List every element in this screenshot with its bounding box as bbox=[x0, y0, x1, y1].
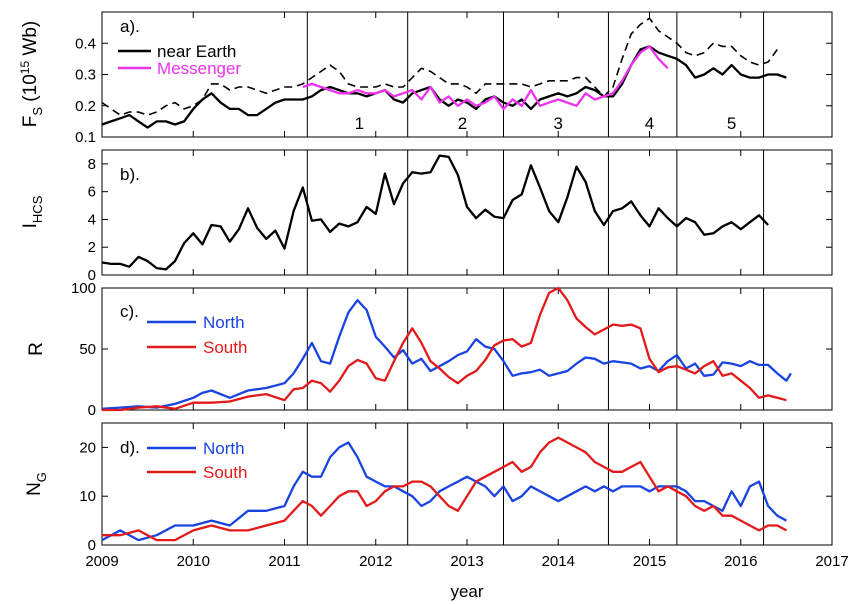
panel-a-legend: near Earth Messenger bbox=[118, 42, 241, 78]
svg-text:IHCS: IHCS bbox=[20, 195, 45, 228]
panel-a: a). FS (1015 Wb) near Earth Messenger bbox=[18, 11, 833, 138]
series-line-north bbox=[101, 441, 787, 542]
interval-label: 4 bbox=[645, 114, 654, 133]
x-tick-label: 2012 bbox=[359, 553, 392, 570]
panel-d-tag: d). bbox=[120, 438, 140, 457]
panel-a-ylabel-sub: S bbox=[30, 107, 45, 116]
svg-text:FS (1015 Wb): FS (1015 Wb) bbox=[18, 21, 45, 128]
y-tick-label: 6 bbox=[88, 184, 96, 201]
panel-b-ylabel: IHCS bbox=[20, 195, 45, 228]
panel-c-ylabel: R bbox=[26, 342, 47, 356]
panel-c-marks: 0 50 100 bbox=[71, 280, 833, 419]
y-tick-label: 0 bbox=[88, 267, 96, 284]
panel-c: c). R North South bbox=[26, 287, 833, 411]
series-line-near-earth bbox=[101, 45, 787, 129]
y-tick-label: 0.4 bbox=[75, 35, 96, 52]
x-axis-label: year bbox=[450, 582, 483, 601]
panel-a-ylabel: FS (1015 Wb) bbox=[18, 21, 45, 128]
y-tick-label: 0 bbox=[88, 537, 96, 554]
panel-c-tag: c). bbox=[120, 302, 139, 321]
panel-a-ylabel-unit-pre: (10 bbox=[20, 74, 41, 101]
panel-d: d). NG North South year bbox=[24, 422, 833, 601]
series-line-main bbox=[101, 154, 769, 271]
series-line-messenger bbox=[302, 45, 669, 111]
series-line-north bbox=[101, 299, 792, 410]
x-tick-label: 2015 bbox=[633, 553, 666, 570]
x-tick-label: 2009 bbox=[85, 553, 118, 570]
panel-d-ylabel-sub: G bbox=[34, 472, 49, 482]
interval-label: 2 bbox=[458, 114, 467, 133]
interval-label: 1 bbox=[355, 114, 364, 133]
y-tick-label: 10 bbox=[79, 488, 96, 505]
x-tick-label: 2010 bbox=[177, 553, 210, 570]
legend-label-north: North bbox=[203, 439, 245, 458]
interval-label: 5 bbox=[727, 114, 736, 133]
x-tick-label: 2013 bbox=[450, 553, 483, 570]
y-tick-label: 20 bbox=[79, 439, 96, 456]
svg-text:NG: NG bbox=[24, 472, 49, 496]
y-tick-label: 8 bbox=[88, 156, 96, 173]
legend-label-south: South bbox=[203, 463, 247, 482]
panel-b-ylabel-main: I bbox=[20, 223, 41, 228]
interval-label: 3 bbox=[554, 114, 563, 133]
legend-label-near-earth: near Earth bbox=[157, 42, 236, 61]
panel-b-ylabel-sub: HCS bbox=[30, 195, 45, 223]
y-tick-label: 0.3 bbox=[75, 67, 96, 84]
y-tick-label: 0.2 bbox=[75, 98, 96, 115]
panel-d-ylabel: NG bbox=[24, 472, 49, 496]
panel-a-ylabel-main: F bbox=[20, 116, 41, 128]
panel-d-legend: North South bbox=[147, 439, 247, 482]
panel-c-legend: North South bbox=[147, 313, 247, 357]
x-tick-label: 2011 bbox=[268, 553, 300, 570]
panel-a-tag: a). bbox=[120, 17, 140, 36]
series-line-dashed bbox=[101, 17, 778, 116]
y-tick-label: 4 bbox=[88, 211, 96, 228]
panel-b: b). IHCS bbox=[20, 149, 833, 276]
y-tick-label: 100 bbox=[71, 280, 96, 297]
panel-b-frame bbox=[101, 149, 833, 276]
legend-label-south: South bbox=[203, 338, 247, 357]
x-tick-label: 2014 bbox=[542, 553, 575, 570]
panel-d-ylabel-main: N bbox=[24, 482, 45, 496]
y-tick-label: 50 bbox=[79, 341, 96, 358]
panel-d-marks: 0 10 20 2009 2010 2011 2012 2013 2014 2015 2016 201… bbox=[79, 423, 849, 570]
panel-a-ylabel-unit-post: Wb) bbox=[20, 21, 41, 61]
panel-a-ylabel-unit-sup: 15 bbox=[18, 61, 32, 75]
panel-b-marks: 0 2 4 6 8 bbox=[88, 150, 833, 284]
y-tick-label: 0 bbox=[88, 402, 96, 419]
legend-label-messenger: Messenger bbox=[157, 59, 241, 78]
panel-a-marks: 0.1 0.2 0.3 0.4 1 2 3 4 5 bbox=[75, 12, 833, 146]
series-line-south bbox=[102, 436, 787, 542]
panel-b-tag: b). bbox=[120, 165, 140, 184]
y-tick-label: 2 bbox=[88, 239, 96, 256]
y-tick-label: 0.1 bbox=[75, 129, 96, 146]
series-line-south bbox=[102, 286, 787, 412]
legend-label-north: North bbox=[203, 313, 245, 332]
x-tick-label: 2016 bbox=[724, 553, 757, 570]
x-tick-label: 2017 bbox=[815, 553, 848, 570]
